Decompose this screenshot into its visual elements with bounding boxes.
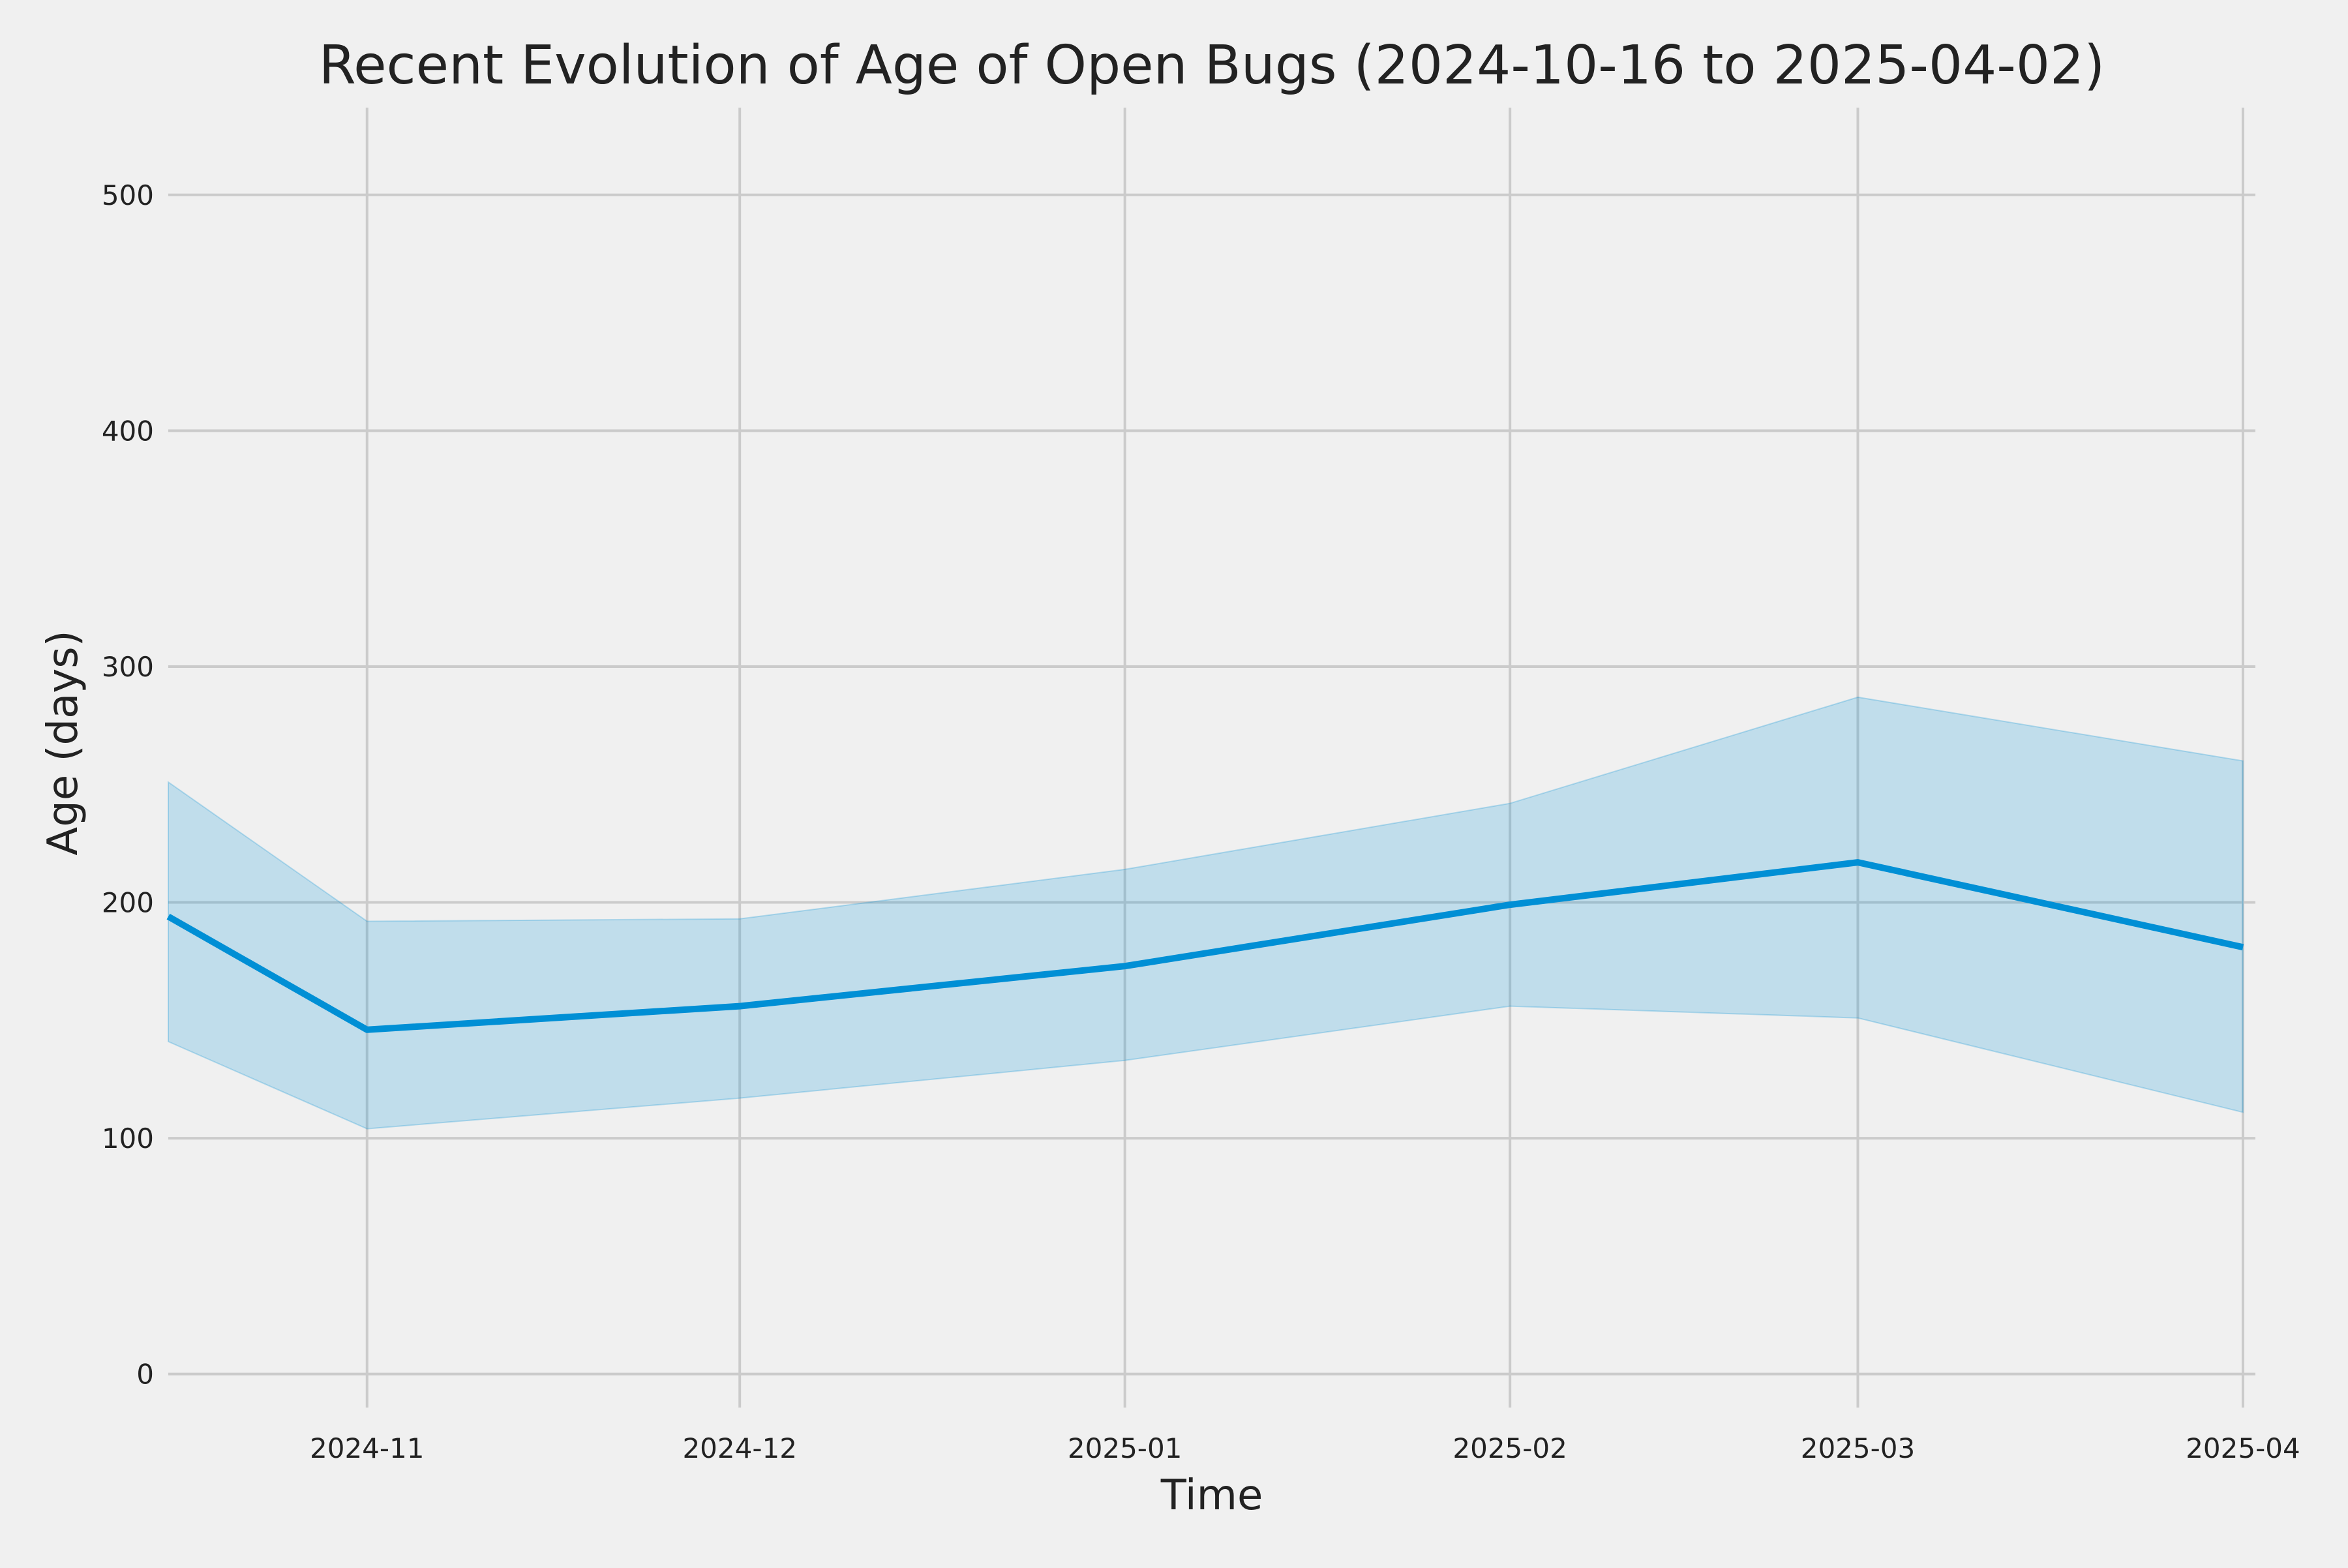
- x-tick-label: 2025-04: [2186, 1432, 2300, 1464]
- y-tick-labels: 0 100 200 300 400 500: [102, 179, 154, 1391]
- x-tick-label: 2024-11: [310, 1432, 425, 1464]
- x-tick-label: 2025-03: [1801, 1432, 1916, 1464]
- x-tick-labels: 2024-11 2024-12 2025-01 2025-02 2025-03 2025-…: [310, 1432, 2300, 1464]
- y-tick-label: 300: [102, 651, 154, 683]
- chart-title: Recent Evolution of Age of Open Bugs (20…: [319, 35, 2105, 97]
- x-tick-label: 2025-02: [1452, 1432, 1567, 1464]
- y-tick-label: 100: [102, 1123, 154, 1154]
- y-tick-label: 500: [102, 179, 154, 211]
- x-tick-label: 2025-01: [1068, 1432, 1182, 1464]
- y-tick-label: 200: [102, 887, 154, 919]
- y-axis-label: Age (days): [39, 630, 87, 855]
- y-tick-label: 0: [136, 1359, 154, 1391]
- x-tick-label: 2024-12: [682, 1432, 797, 1464]
- y-tick-label: 400: [102, 415, 154, 447]
- confidence-band: [168, 697, 2243, 1129]
- confidence-band-layer: [168, 697, 2243, 1129]
- x-axis-label: Time: [1160, 1471, 1263, 1520]
